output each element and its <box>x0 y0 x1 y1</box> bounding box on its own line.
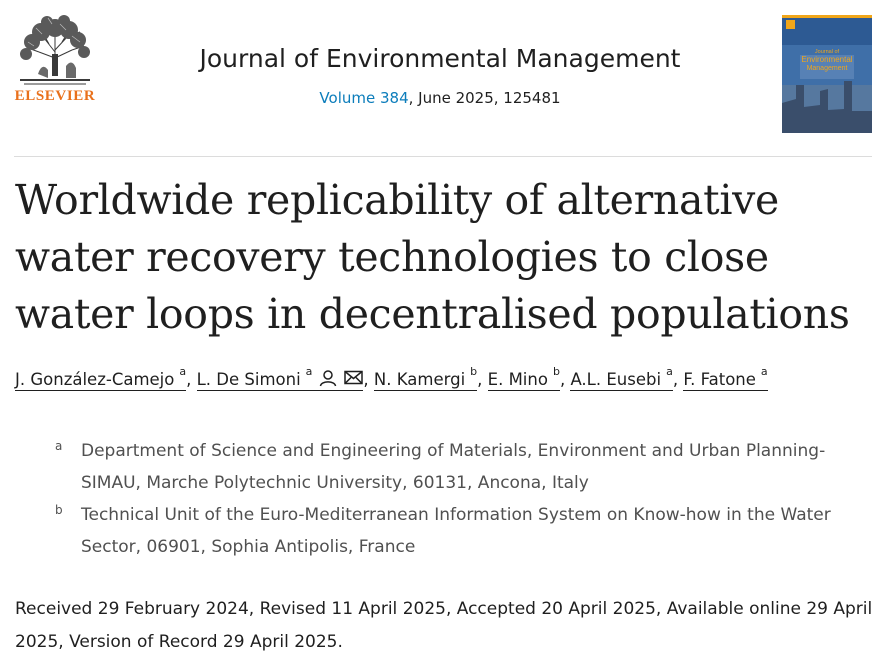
volume-link[interactable]: Volume 384 <box>319 89 409 107</box>
person-icon <box>320 370 337 387</box>
affiliation-text: Department of Science and Engineering of… <box>81 441 826 493</box>
author-separator: , <box>186 370 192 389</box>
issue-details: , June 2025, 125481 <box>408 89 561 107</box>
author-name: J. González-Camejo <box>15 370 175 389</box>
author-name: E. Mino <box>487 370 548 389</box>
author-affiliation-mark: b <box>552 365 560 378</box>
author-separator: , <box>672 370 679 389</box>
author-separator: , <box>363 370 369 389</box>
envelope-icon <box>344 370 364 385</box>
header-divider <box>14 156 872 157</box>
affiliation-text: Technical Unit of the Euro-Mediterranean… <box>81 505 831 557</box>
author-link-de-simoni[interactable]: L. De Simoni a <box>196 365 364 391</box>
author-separator: , <box>477 370 483 389</box>
cover-title-line2: Environmental <box>801 55 852 64</box>
journal-header: ELSEVIER Journal of Environmental Manage… <box>0 0 882 157</box>
journal-cover-icon: Journal of Environmental Management <box>782 15 872 133</box>
author-affiliation-mark: a <box>179 365 187 378</box>
author-separator: , <box>559 370 566 389</box>
affiliation-list: a Department of Science and Engineering … <box>55 435 855 563</box>
author-name: A.L. Eusebi <box>570 370 662 389</box>
cover-title-line3: Management <box>807 65 848 72</box>
author-link-fatone[interactable]: F. Fatone a <box>683 365 768 391</box>
publisher-name: ELSEVIER <box>14 88 96 104</box>
author-link-mino[interactable]: E. Mino b <box>487 365 560 391</box>
author-affiliation-mark: a <box>305 365 313 378</box>
author-name: F. Fatone <box>683 370 756 389</box>
author-affiliation-mark: b <box>470 365 478 378</box>
affiliation-item: b Technical Unit of the Euro-Mediterrane… <box>55 499 855 563</box>
author-affiliation-mark: a <box>760 365 768 378</box>
elsevier-logo[interactable]: ELSEVIER <box>14 14 96 106</box>
journal-cover[interactable]: Journal of Environmental Management <box>782 15 872 133</box>
author-name: N. Kamergi <box>373 370 466 389</box>
issue-info: Volume 384, June 2025, 125481 <box>150 89 730 107</box>
author-name: L. De Simoni <box>196 370 301 389</box>
author-link-eusebi[interactable]: A.L. Eusebi a <box>570 365 673 391</box>
affiliation-mark: b <box>55 503 63 517</box>
journal-title[interactable]: Journal of Environmental Management <box>199 44 681 73</box>
author-affiliation-mark: a <box>666 365 673 378</box>
affiliation-item: a Department of Science and Engineering … <box>55 435 855 499</box>
affiliation-mark: a <box>55 439 63 453</box>
elsevier-tree-logo-icon <box>20 15 90 85</box>
cover-title-line1: Journal of <box>815 49 840 55</box>
author-link-kamergi[interactable]: N. Kamergi b <box>373 365 478 391</box>
article-title: Worldwide replicability of alternative w… <box>15 176 850 338</box>
article-history-dates: Received 29 February 2024, Revised 11 Ap… <box>15 599 873 652</box>
author-list: J. González-Camejo a, L. De Simoni a, N. K… <box>15 365 875 391</box>
author-link-gonzalez-camejo[interactable]: J. González-Camejo a <box>15 365 187 391</box>
